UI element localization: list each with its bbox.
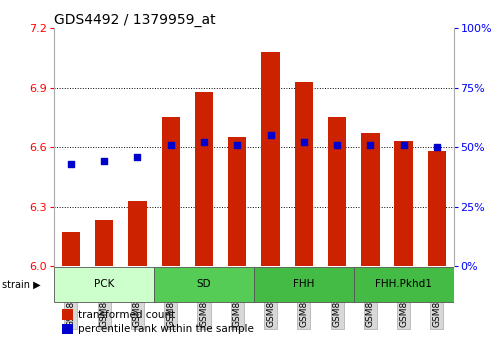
Text: transformed count: transformed count: [78, 309, 176, 320]
Bar: [62, 309, 73, 320]
Point: [200, 139, 208, 145]
Bar: [254, 267, 353, 302]
Text: GDS4492 / 1379959_at: GDS4492 / 1379959_at: [54, 13, 216, 27]
Point: [67, 161, 75, 167]
Bar: [428, 151, 446, 266]
Bar: [62, 232, 80, 266]
Point: [366, 142, 374, 148]
Bar: [394, 141, 413, 266]
Bar: [261, 52, 280, 266]
Bar: [95, 221, 113, 266]
Point: [333, 142, 341, 148]
Point: [433, 144, 441, 150]
Bar: [54, 267, 154, 302]
Point: [100, 159, 108, 164]
Text: FHH: FHH: [293, 279, 315, 290]
Bar: [128, 201, 146, 266]
Bar: [62, 324, 73, 334]
Text: PCK: PCK: [94, 279, 114, 290]
Point: [134, 154, 141, 159]
Point: [300, 139, 308, 145]
Bar: [195, 92, 213, 266]
Point: [167, 142, 175, 148]
Point: [400, 142, 408, 148]
Bar: [162, 118, 180, 266]
Point: [233, 142, 241, 148]
Bar: [228, 137, 246, 266]
Point: [267, 132, 275, 138]
Bar: [353, 267, 454, 302]
Text: strain ▶: strain ▶: [2, 279, 41, 290]
Text: percentile rank within the sample: percentile rank within the sample: [78, 324, 254, 334]
Bar: [154, 267, 254, 302]
Text: SD: SD: [197, 279, 211, 290]
Bar: [328, 118, 346, 266]
Bar: [361, 133, 380, 266]
Text: FHH.Pkhd1: FHH.Pkhd1: [375, 279, 432, 290]
Bar: [295, 82, 313, 266]
